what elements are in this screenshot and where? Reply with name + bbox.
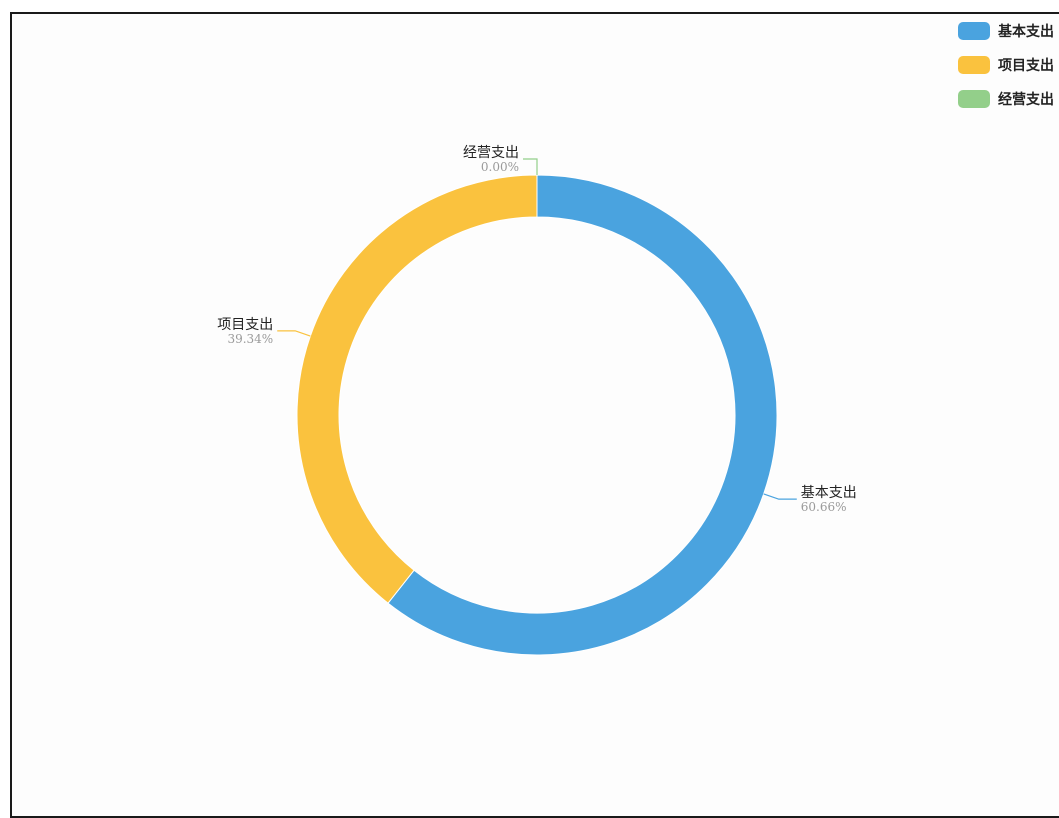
slice-label-1: 项目支出 — [217, 317, 273, 333]
slice-percent-0: 60.66% — [801, 500, 847, 514]
label-leaders — [277, 158, 797, 500]
slice-label-2: 经营支出 — [463, 145, 519, 161]
legend-label-1[interactable]: 项目支出 — [998, 57, 1054, 74]
legend-label-0[interactable]: 基本支出 — [998, 23, 1054, 40]
chart-frame — [10, 12, 1059, 818]
donut-slices — [296, 174, 778, 656]
donut-slice-0 — [387, 174, 778, 656]
slice-label-0: 基本支出 — [801, 484, 857, 501]
legend-swatch-0[interactable] — [958, 22, 990, 40]
slice-percent-1: 39.34% — [227, 332, 273, 346]
legend-swatch-1[interactable] — [958, 56, 990, 74]
donut-slice-1 — [296, 174, 538, 604]
legend-label-2[interactable]: 经营支出 — [998, 91, 1054, 108]
leader-line-2 — [523, 158, 538, 175]
leader-line-1 — [277, 330, 311, 337]
leader-line-0 — [763, 493, 797, 500]
slice-percent-2: 0.00% — [481, 160, 519, 174]
legend-swatch-2[interactable] — [958, 90, 990, 108]
